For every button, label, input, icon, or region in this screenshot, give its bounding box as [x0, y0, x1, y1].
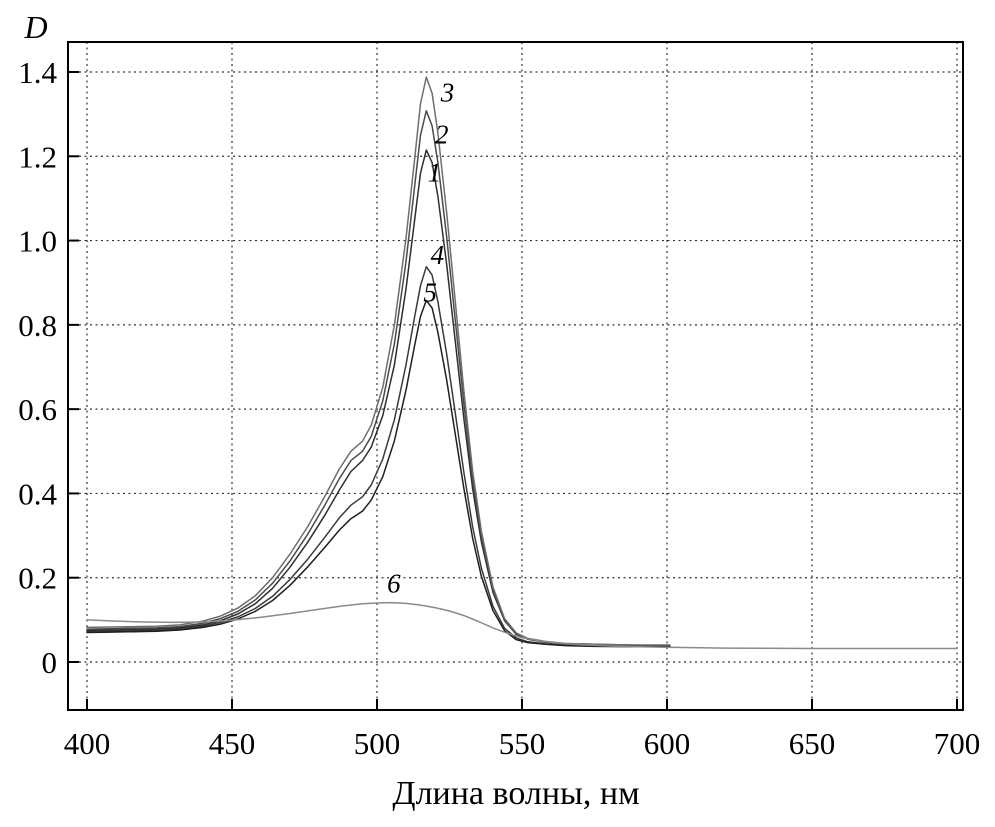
y-axis-label: D [23, 9, 47, 45]
y-tick-label: 0 [42, 645, 58, 680]
x-tick-label: 400 [64, 726, 111, 761]
curve-5 [86, 299, 671, 648]
plot-border [67, 41, 964, 711]
y-tick-label: 0.4 [18, 476, 57, 511]
x-tick-label: 550 [499, 726, 546, 761]
y-tick-label: 1.0 [18, 224, 57, 259]
curve-label-6: 6 [387, 568, 401, 598]
curve-labels: 1 2 3 4 5 6 [387, 78, 454, 599]
y-tick-label: 0.2 [18, 561, 57, 596]
x-tick-label: 700 [934, 726, 981, 761]
curve-4 [86, 265, 671, 648]
gridlines [68, 42, 963, 710]
curve-label-2: 2 [435, 120, 449, 150]
x-tick-label: 650 [789, 726, 836, 761]
curve-6 [86, 601, 958, 650]
curve-1 [86, 149, 671, 647]
curve-2 [86, 110, 671, 646]
curve-label-4: 4 [431, 240, 445, 270]
x-axis-label: Длина волны, нм [392, 775, 639, 812]
x-tick-label: 500 [354, 726, 401, 761]
y-tick-label: 0.6 [18, 392, 57, 427]
y-tick-label: 1.2 [18, 139, 57, 174]
curve-3 [86, 76, 671, 646]
x-tick-label: 600 [644, 726, 691, 761]
y-tick-label: 0.8 [18, 308, 57, 343]
axis-tick-labels: 400 450 500 550 600 650 700 0 0.2 0.4 0.6 0.8 1.0 1.2… [18, 55, 980, 761]
axis-ticks [68, 71, 958, 710]
curve-label-5: 5 [423, 278, 437, 308]
curves [86, 76, 958, 650]
plot-frame [67, 41, 964, 711]
x-tick-label: 450 [209, 726, 256, 761]
curve-label-1: 1 [428, 158, 442, 188]
y-tick-label: 1.4 [18, 55, 57, 90]
curve-label-3: 3 [440, 78, 455, 108]
